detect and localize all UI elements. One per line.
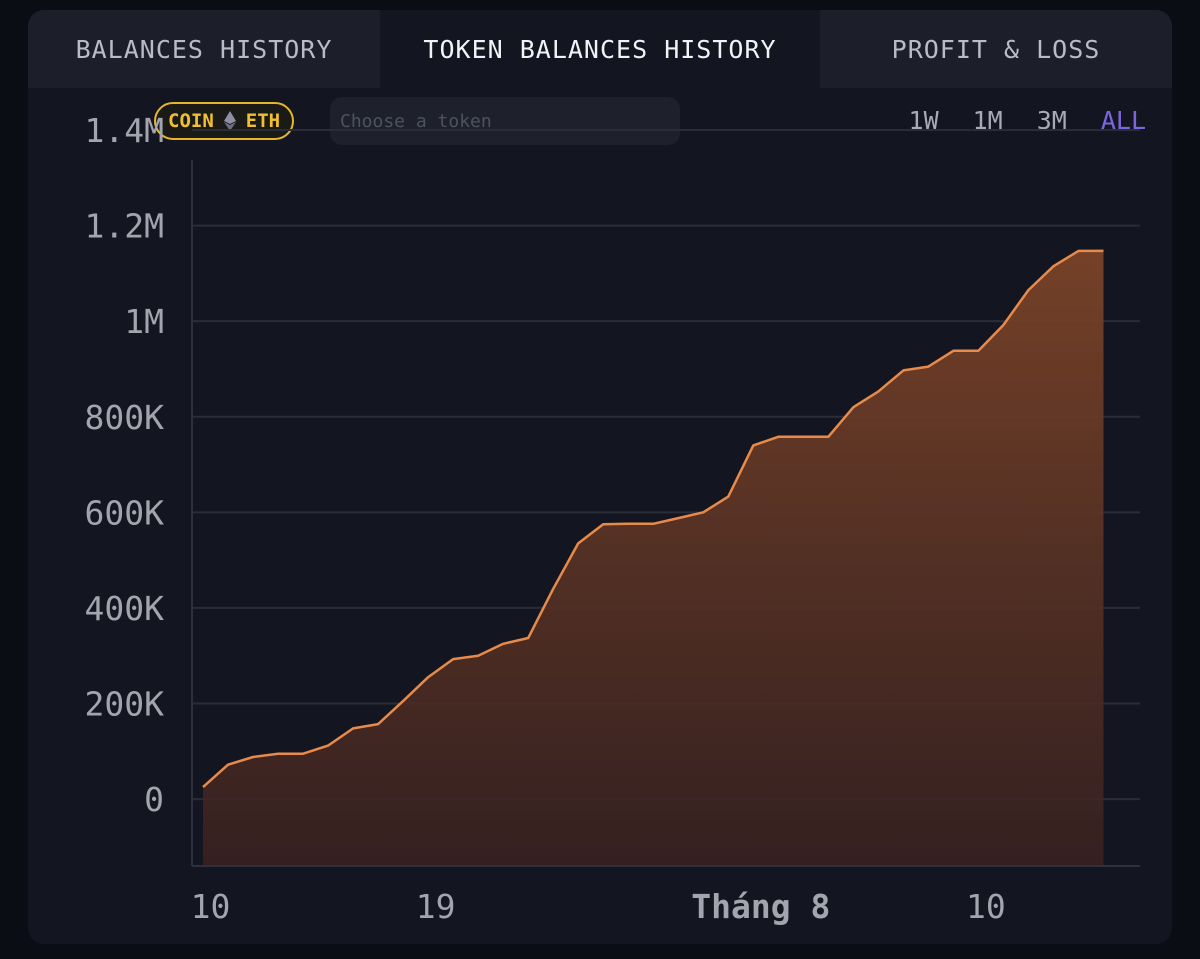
tab-bar: BALANCES HISTORY TOKEN BALANCES HISTORY … xyxy=(28,10,1172,88)
token-balance-chart: 1.4M 1.2M 1M 800K 600K 400K 200K 0 10 19 Tháng 8 10 xyxy=(85,111,1140,926)
x-tick-label: 10 xyxy=(966,887,1006,926)
y-tick-label: 400K xyxy=(85,589,165,628)
y-tick-label: 200K xyxy=(85,685,165,724)
token-search-input[interactable] xyxy=(330,97,680,145)
y-tick-label: 1.2M xyxy=(85,207,164,246)
tab-balances-history[interactable]: BALANCES HISTORY xyxy=(28,10,380,88)
token-label: ETH xyxy=(245,110,281,132)
tab-token-balances-history[interactable]: TOKEN BALANCES HISTORY xyxy=(380,10,820,88)
x-tick-label: 19 xyxy=(416,887,456,926)
y-tick-label: 1M xyxy=(124,302,164,341)
x-tick-label: 10 xyxy=(191,887,231,926)
y-tick-label: 0 xyxy=(144,780,164,819)
y-tick-label: 1.4M xyxy=(85,111,164,150)
coin-label: COIN xyxy=(168,110,214,132)
y-tick-label: 800K xyxy=(85,398,165,437)
token-balances-panel: BALANCES HISTORY TOKEN BALANCES HISTORY … xyxy=(28,10,1172,944)
series-area-fill xyxy=(203,250,1104,866)
ethereum-icon xyxy=(223,111,236,131)
coin-filter-badge[interactable]: COIN ETH xyxy=(154,102,295,140)
x-tick-label: Tháng 8 xyxy=(691,887,830,926)
y-tick-label: 600K xyxy=(85,493,165,532)
tab-profit-loss[interactable]: PROFIT & LOSS xyxy=(820,10,1172,88)
series-line xyxy=(202,249,1104,789)
